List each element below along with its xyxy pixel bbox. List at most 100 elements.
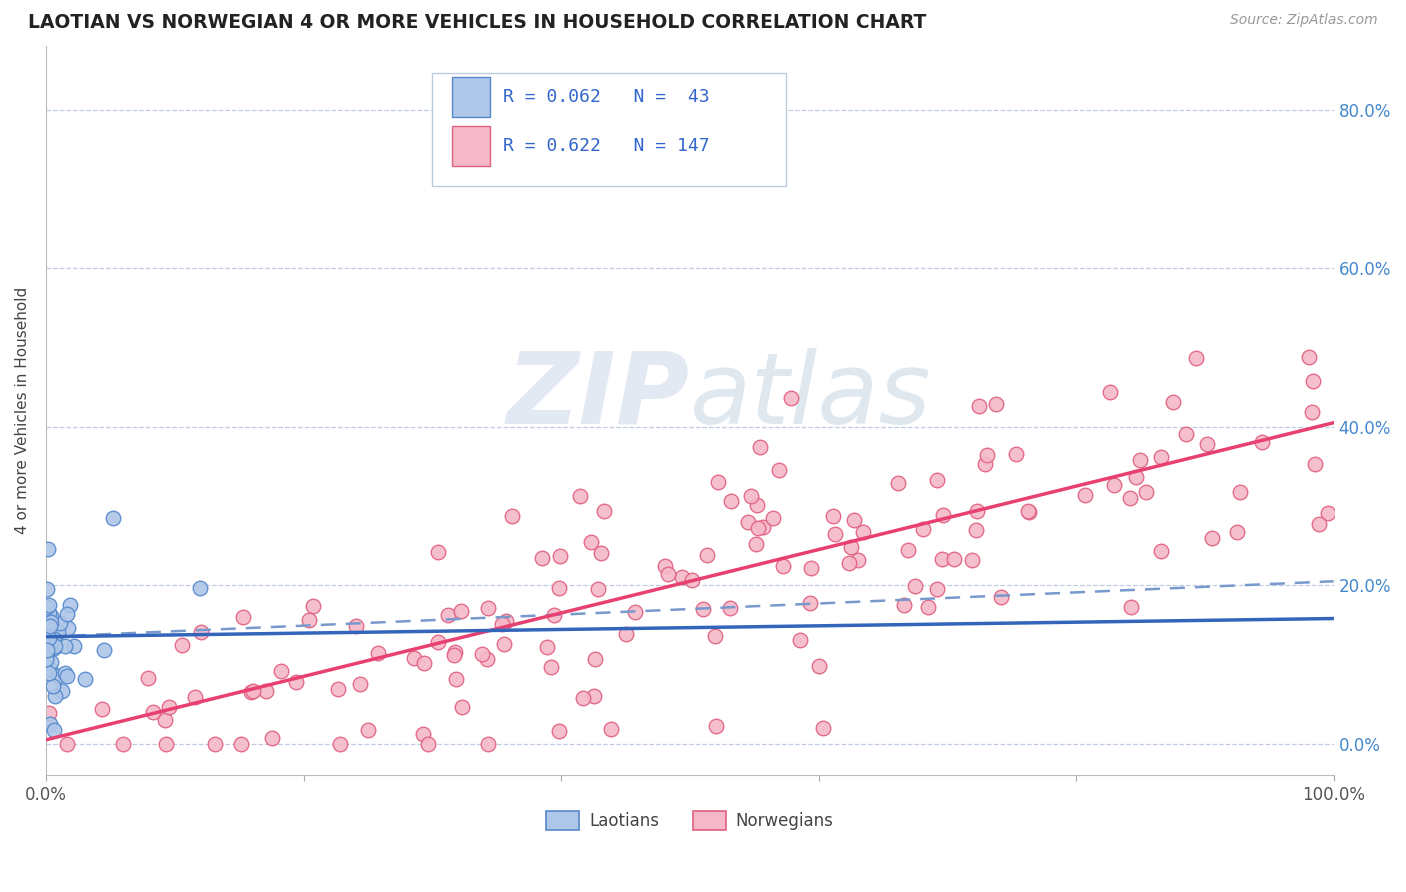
Point [536,640,558,655]
Point [46,669,69,683]
Point [1018,505,1040,519]
Point [547,724,569,739]
Point [1098,385,1121,400]
Point [548,549,571,563]
Point [51,683,73,698]
Point [966,504,988,518]
Point [747,498,769,512]
Point [190,582,212,596]
Point [55,666,77,681]
Point [93,643,115,657]
Point [1150,543,1173,558]
Point [799,596,821,610]
Point [1135,484,1157,499]
Point [37,664,59,678]
Point [450,604,472,618]
Point [1017,504,1039,518]
Point [42,723,65,737]
Point [740,489,762,503]
Point [967,399,990,413]
Point [232,609,254,624]
Point [55,737,77,751]
Point [530,551,553,566]
Bar [451,78,491,118]
Point [254,683,277,698]
Point [42,641,65,656]
Point [1102,477,1125,491]
Point [404,651,426,665]
Point [657,566,679,581]
Point [745,537,768,551]
Point [172,638,194,652]
Point [1119,491,1142,505]
Point [1197,437,1219,451]
Point [965,523,987,537]
Point [925,473,948,487]
Point [893,599,915,613]
Point [56,621,79,635]
Point [270,664,292,678]
Point [494,637,516,651]
FancyBboxPatch shape [432,73,786,186]
Point [986,397,1008,411]
Point [904,578,927,592]
Point [624,605,647,619]
Point [614,627,637,641]
Point [1250,435,1272,450]
Point [37,542,59,557]
Text: Source: ZipAtlas.com: Source: ZipAtlas.com [1230,13,1378,28]
Point [329,737,352,751]
Point [35,652,58,666]
Point [990,591,1012,605]
Point [772,559,794,574]
Point [931,551,953,566]
Point [204,737,226,751]
Point [821,508,844,523]
Legend: Laotians, Norwegians: Laotians, Norwegians [540,804,841,837]
Point [190,625,212,640]
Point [762,511,785,525]
Point [752,520,775,534]
Point [569,489,592,503]
Point [1150,450,1173,465]
Point [42,679,65,693]
Point [239,685,262,699]
Point [800,561,823,575]
Point [654,558,676,573]
Point [35,648,58,663]
Point [1298,350,1320,364]
Point [1229,484,1251,499]
Point [427,635,450,649]
Point [540,659,562,673]
Point [887,476,910,491]
Point [367,646,389,660]
Point [412,727,434,741]
Point [446,672,468,686]
Point [56,607,79,622]
Point [1074,488,1097,502]
Point [1226,525,1249,540]
Point [157,700,180,714]
Point [1185,351,1208,366]
Point [671,570,693,584]
Point [1119,599,1142,614]
Point [242,684,264,698]
Point [59,598,82,612]
Point [917,599,939,614]
Point [344,619,367,633]
Point [35,643,58,657]
Point [39,662,62,676]
Point [976,448,998,462]
Point [748,440,770,454]
Point [912,522,935,536]
Point [692,602,714,616]
Point [491,617,513,632]
Point [443,645,465,659]
Point [35,600,58,615]
Point [1302,374,1324,388]
Point [842,513,865,527]
Point [39,655,62,669]
Point [495,614,517,628]
Point [824,527,846,541]
Point [704,719,727,733]
